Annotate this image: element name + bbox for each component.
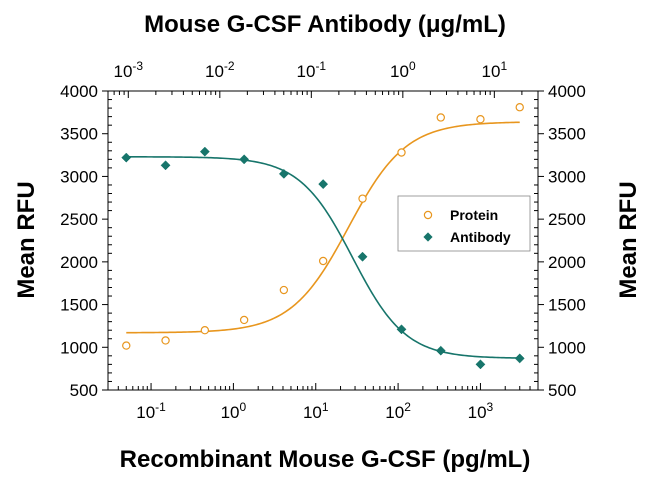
fit-curves-group <box>126 121 520 359</box>
y-tick-label-left: 500 <box>70 381 98 400</box>
y-tick-label-left: 4000 <box>60 82 98 101</box>
x-tick-label-bottom: 100 <box>221 400 247 422</box>
x-tick-label-bottom: 102 <box>385 400 411 422</box>
y-tick-label-left: 2000 <box>60 253 98 272</box>
legend-marker-protein <box>423 210 433 220</box>
y-ticks-group: 500 500 1000 1000 1500 1500 2000 2000 2500 2500 30… <box>60 82 586 400</box>
data-point-protein <box>279 285 289 295</box>
y-tick-label-right: 3500 <box>548 125 586 144</box>
y-tick-label-left: 1500 <box>60 296 98 315</box>
fit-curve-antibody <box>126 156 520 359</box>
x-tick-label-top: 100 <box>390 59 416 81</box>
data-point-antibody <box>318 179 329 190</box>
plot-area-frame <box>107 90 539 391</box>
x-tick-label-top: 10-1 <box>297 59 327 81</box>
legend-marker-antibody <box>423 232 433 242</box>
data-point-protein <box>122 341 131 350</box>
data-point-protein <box>436 113 445 122</box>
x-tick-label-bottom: 10-1 <box>136 400 166 422</box>
y-tick-label-right: 500 <box>548 381 576 400</box>
legend-label-antibody: Antibody <box>450 229 511 245</box>
x-tick-label-bottom: 101 <box>303 400 329 422</box>
chart-title: Mouse G-CSF Antibody (μg/mL) <box>144 11 506 38</box>
y-tick-label-left: 1000 <box>60 338 98 357</box>
y-tick-label-right: 2000 <box>548 253 586 272</box>
legend-label-protein: Protein <box>450 207 498 223</box>
x-ticks-group: 10-1 100 101 102 103 10-3 10-2 10-1 100 101 <box>107 59 539 422</box>
data-point-antibody <box>357 251 368 262</box>
x-axis-label: Recombinant Mouse G-CSF (pg/mL) <box>120 446 531 473</box>
data-point-antibody <box>278 168 289 179</box>
y-tick-label-right: 2500 <box>548 210 586 229</box>
fit-curve-protein <box>126 121 520 334</box>
data-point-protein <box>358 194 367 203</box>
data-point-antibody <box>121 152 132 163</box>
data-point-protein <box>515 103 524 112</box>
y-tick-label-right: 1000 <box>548 338 586 357</box>
data-point-antibody <box>160 160 171 171</box>
legend: Protein Antibody <box>397 195 531 252</box>
data-points-group <box>121 103 525 370</box>
data-point-protein <box>318 256 328 266</box>
y-tick-label-right: 1500 <box>548 296 586 315</box>
y-tick-label-left: 3500 <box>60 125 98 144</box>
data-point-protein <box>200 326 210 335</box>
data-point-antibody <box>475 359 486 370</box>
y-tick-label-right: 3000 <box>548 167 586 186</box>
data-point-protein <box>476 114 485 124</box>
data-point-antibody <box>396 324 407 335</box>
data-point-antibody <box>199 146 210 157</box>
legend-box <box>397 195 531 252</box>
data-point-antibody <box>435 345 446 356</box>
data-point-protein <box>161 336 170 345</box>
x-tick-label-bottom: 103 <box>468 400 494 422</box>
y-axis-label-left: Mean RFU <box>13 181 40 298</box>
y-tick-label-left: 3000 <box>60 167 98 186</box>
data-point-antibody <box>239 154 250 165</box>
y-tick-label-left: 2500 <box>60 210 98 229</box>
y-tick-label-right: 4000 <box>548 82 586 101</box>
data-point-protein <box>397 148 406 157</box>
data-point-protein <box>239 315 249 325</box>
data-point-antibody <box>514 353 525 364</box>
y-axis-label-right: Mean RFU <box>615 181 642 298</box>
x-tick-label-top: 101 <box>482 59 508 81</box>
x-tick-label-top: 10-3 <box>114 59 144 81</box>
x-tick-label-top: 10-2 <box>205 59 235 81</box>
